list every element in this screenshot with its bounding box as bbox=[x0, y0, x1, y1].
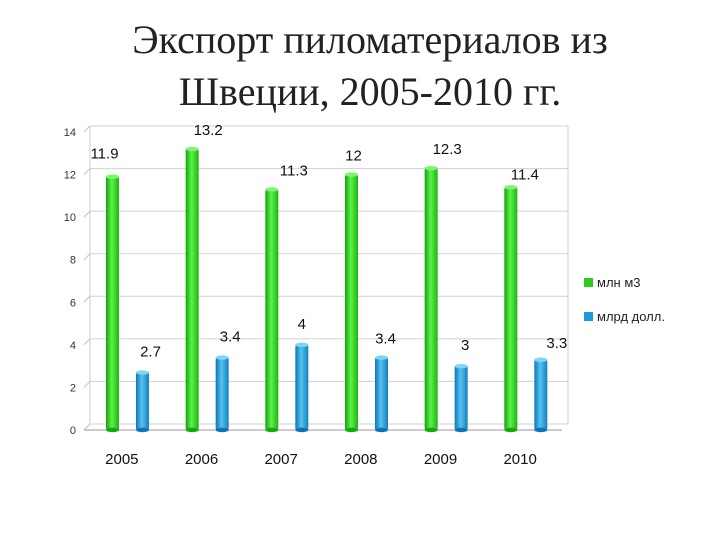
bar-green bbox=[345, 174, 358, 430]
data-label: 12.3 bbox=[433, 141, 462, 158]
legend-swatch-green bbox=[584, 277, 593, 287]
bar-base bbox=[295, 427, 309, 433]
bar-base bbox=[215, 427, 229, 433]
bar-green bbox=[185, 149, 199, 430]
bar-base bbox=[534, 427, 548, 433]
bar-cap bbox=[534, 357, 548, 362]
legend-item-series-2: млрд долл. bbox=[584, 306, 665, 326]
data-label: 2.7 bbox=[140, 344, 161, 361]
x-tick-label: 2005 bbox=[105, 451, 138, 468]
legend-label-series-2: млрд долл. bbox=[597, 308, 665, 324]
bar-cap bbox=[185, 146, 199, 152]
chart-title: Экспорт пиломатериалов из Швеции, 2005-2… bbox=[60, 14, 680, 118]
legend-label-series-1: млн м3 bbox=[597, 274, 641, 290]
bar-cap bbox=[375, 355, 388, 360]
chart-title-line1: Экспорт пиломатериалов из bbox=[132, 17, 608, 62]
bar-cap bbox=[265, 187, 279, 192]
data-label: 3.3 bbox=[546, 335, 567, 352]
x-tick-label: 2009 bbox=[424, 451, 457, 468]
gridline-depth bbox=[83, 210, 91, 218]
bar-base bbox=[136, 427, 149, 433]
bar-base bbox=[265, 427, 279, 433]
bar-cap bbox=[106, 174, 119, 179]
bar-cap bbox=[295, 342, 309, 348]
gridline-depth bbox=[83, 338, 91, 346]
bar-cap bbox=[454, 363, 468, 369]
bar-blue bbox=[375, 357, 388, 430]
gridline-depth bbox=[83, 168, 91, 175]
bar-cap bbox=[424, 165, 438, 171]
gridline-depth bbox=[83, 253, 91, 261]
legend-swatch-blue bbox=[584, 311, 593, 321]
y-tick-label: 4 bbox=[70, 340, 76, 352]
bar-base bbox=[375, 427, 388, 433]
gridline-depth bbox=[83, 125, 91, 133]
bar-green bbox=[424, 168, 438, 430]
bar-cap bbox=[215, 355, 229, 360]
bar-green bbox=[265, 189, 279, 430]
bar-base bbox=[454, 427, 468, 433]
y-tick-label: 0 bbox=[70, 425, 76, 437]
bar-blue bbox=[454, 366, 468, 430]
gridline-depth bbox=[83, 295, 91, 303]
data-label: 4 bbox=[298, 316, 306, 333]
data-label: 3.4 bbox=[375, 331, 396, 348]
data-label: 3 bbox=[461, 337, 469, 354]
bar-base bbox=[106, 427, 119, 433]
bar-cap bbox=[345, 172, 358, 177]
x-tick-label: 2008 bbox=[344, 451, 377, 468]
data-label: 11.4 bbox=[511, 166, 539, 183]
bar-green bbox=[504, 187, 518, 430]
bar-base bbox=[185, 427, 199, 433]
gridline-depth bbox=[83, 423, 91, 431]
bar-blue bbox=[215, 357, 229, 430]
data-label: 11.3 bbox=[280, 162, 308, 179]
bar-cap bbox=[136, 370, 149, 375]
x-tick-label: 2006 bbox=[185, 451, 218, 468]
y-tick-label: 8 bbox=[70, 255, 76, 267]
y-tick-label: 2 bbox=[70, 382, 76, 394]
gridline-depth bbox=[83, 381, 91, 388]
bar-base bbox=[345, 427, 358, 433]
legend: млн м3 млрд долл. bbox=[584, 272, 665, 340]
y-tick-label: 10 bbox=[64, 212, 76, 224]
legend-item-series-1: млн м3 bbox=[584, 272, 665, 292]
y-tick-label: 6 bbox=[70, 297, 76, 309]
bar-blue bbox=[136, 372, 149, 430]
data-label: 11.9 bbox=[90, 146, 118, 163]
y-tick-label: 12 bbox=[64, 170, 76, 182]
bar-green bbox=[106, 176, 119, 430]
data-label: 13.2 bbox=[194, 122, 223, 139]
x-tick-label: 2010 bbox=[503, 451, 536, 468]
bar-blue bbox=[295, 344, 309, 430]
data-label: 12 bbox=[345, 148, 362, 165]
bar-base bbox=[504, 427, 518, 433]
chart-title-line2: Швеции, 2005-2010 гг. bbox=[178, 69, 562, 114]
x-tick-label: 2007 bbox=[264, 451, 297, 468]
y-tick-label: 14 bbox=[64, 127, 76, 139]
bar-base bbox=[424, 427, 438, 433]
bar-blue bbox=[534, 359, 548, 430]
bar-cap bbox=[504, 185, 518, 190]
data-label: 3.4 bbox=[220, 329, 241, 346]
